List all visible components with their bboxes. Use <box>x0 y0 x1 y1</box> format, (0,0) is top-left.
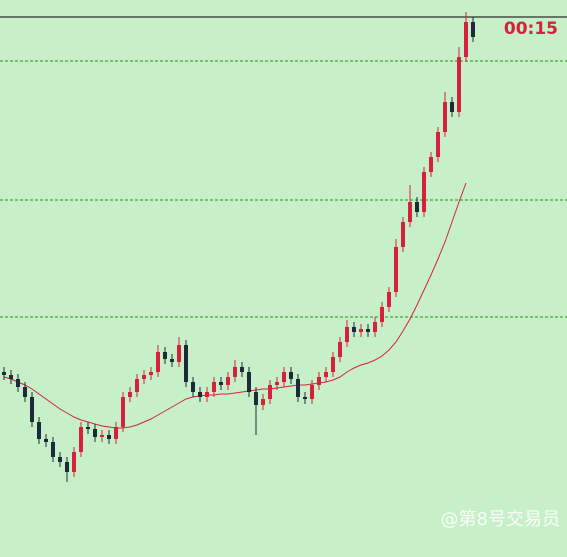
candle-body <box>317 377 321 385</box>
candle-body <box>352 327 356 332</box>
candle-body <box>121 397 125 427</box>
candle-body <box>163 352 167 359</box>
candle-body <box>247 372 251 392</box>
plot-area <box>0 12 567 482</box>
moving-average <box>3 182 467 429</box>
candle-body <box>233 367 237 377</box>
candle-body <box>380 307 384 322</box>
candle-body <box>37 422 41 439</box>
candle-body <box>142 375 146 379</box>
candle-body <box>359 329 363 332</box>
candle-body <box>93 429 97 437</box>
candle-body <box>240 367 244 372</box>
candle-body <box>191 382 195 392</box>
candle-body <box>268 385 272 399</box>
candle-body <box>296 379 300 397</box>
candle-body <box>464 22 468 57</box>
candle-body <box>44 439 48 442</box>
candle-body <box>65 462 69 472</box>
candle-body <box>373 322 377 332</box>
candle-body <box>79 427 83 452</box>
candle-body <box>114 427 118 439</box>
candle-body <box>275 382 279 385</box>
candle-body <box>170 359 174 362</box>
candle-body <box>23 387 27 397</box>
watermark: @第8号交易员 <box>441 509 560 530</box>
candle-body <box>345 327 349 342</box>
candle-body <box>443 102 447 132</box>
candle-body <box>310 385 314 399</box>
candle-body <box>408 202 412 222</box>
candle-body <box>128 392 132 397</box>
candle-body <box>471 22 475 37</box>
candle-body <box>198 392 202 397</box>
candle-body <box>324 372 328 377</box>
candle-body <box>261 399 265 405</box>
candle-body <box>135 379 139 392</box>
candle-body <box>415 202 419 212</box>
candle-body <box>58 457 62 462</box>
candle-body <box>394 247 398 292</box>
candle-body <box>156 352 160 372</box>
candle-body <box>205 392 209 397</box>
candle-body <box>282 372 286 382</box>
candle-body <box>30 397 34 422</box>
candle-body <box>366 329 370 332</box>
candle-body <box>387 292 391 307</box>
countdown: 00:15 <box>504 19 558 39</box>
candle-body <box>429 157 433 172</box>
candle-body <box>219 382 223 385</box>
candle-body <box>149 372 153 375</box>
candle-body <box>184 345 188 382</box>
candle-body <box>436 132 440 157</box>
candle-body <box>450 102 454 112</box>
candle-body <box>338 342 342 357</box>
candle-body <box>401 222 405 247</box>
candle-body <box>212 382 216 392</box>
candle-body <box>289 372 293 379</box>
candle-body <box>9 375 13 379</box>
candle-body <box>254 392 258 405</box>
candle-body <box>457 57 461 112</box>
candle-body <box>107 435 111 439</box>
candle-body <box>72 452 76 472</box>
candle-body <box>177 345 181 362</box>
candle-body <box>226 377 230 385</box>
candle-body <box>100 435 104 437</box>
candle-body <box>422 172 426 212</box>
candle-body <box>2 372 6 375</box>
candle-body <box>86 427 90 429</box>
candle-body <box>331 357 335 372</box>
candle-body <box>303 397 307 399</box>
candle-body <box>16 379 20 387</box>
candle-body <box>51 442 55 457</box>
